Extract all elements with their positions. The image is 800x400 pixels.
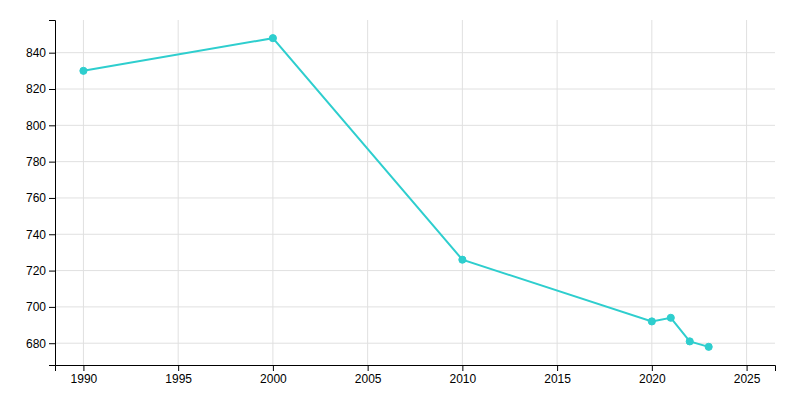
y-tick-mark [49, 162, 55, 163]
x-tick-label: 2020 [639, 372, 666, 386]
x-grid-line [557, 20, 558, 365]
x-tick: 2020 [639, 365, 666, 386]
x-grid-line [272, 20, 273, 365]
y-tick: 820 [26, 82, 55, 96]
x-grid-line [367, 20, 368, 365]
x-tick: 2010 [450, 365, 477, 386]
y-tick-label: 680 [26, 337, 46, 351]
y-tick: 760 [26, 191, 55, 205]
y-grid-line [55, 161, 775, 162]
x-tick-mark [557, 365, 558, 371]
point [667, 314, 674, 321]
y-tick: 800 [26, 119, 55, 133]
x-tick: 2005 [355, 365, 382, 386]
x-tick-label: 2000 [260, 372, 287, 386]
y-tick: 680 [26, 337, 55, 351]
y-tick-label: 700 [26, 300, 46, 314]
y-tick: 700 [26, 300, 55, 314]
x-grid-line [651, 20, 652, 365]
point [648, 318, 655, 325]
y-axis: 680 700 720 740 760 780 800 820 840 [26, 21, 56, 366]
x-tick: 2015 [544, 365, 571, 386]
y-grid-line [55, 89, 775, 90]
x-tick-mark [83, 365, 84, 371]
y-tick-mark [49, 234, 55, 235]
x-tick-mark [652, 365, 653, 371]
y-axis-line [49, 21, 56, 366]
marks [80, 35, 712, 351]
y-tick-label: 840 [26, 46, 46, 60]
x-tick-mark [462, 365, 463, 371]
x-grid-line [462, 20, 463, 365]
y-tick-mark [49, 198, 55, 199]
x-grid-line [178, 20, 179, 365]
plot: 1990 1995 2000 2005 2010 2015 2020 2025 680 700 72… [26, 20, 776, 386]
y-tick-label: 780 [26, 155, 46, 169]
x-tick-mark [747, 365, 748, 371]
y-tick-mark [49, 53, 55, 54]
x-tick-mark [273, 365, 274, 371]
x-tick: 1995 [165, 365, 192, 386]
y-tick: 780 [26, 155, 55, 169]
line [83, 38, 708, 347]
point [686, 338, 693, 345]
y-grid-line [55, 234, 775, 235]
y-tick-mark [49, 125, 55, 126]
y-tick: 740 [26, 228, 55, 242]
y-tick-mark [49, 271, 55, 272]
y-tick-label: 820 [26, 82, 46, 96]
grid [55, 20, 775, 365]
chart: 1990 1995 2000 2005 2010 2015 2020 2025 680 700 72… [0, 0, 800, 400]
point [269, 35, 276, 42]
y-tick-mark [49, 89, 55, 90]
y-tick-label: 760 [26, 191, 46, 205]
y-grid-line [55, 306, 775, 307]
x-tick: 2025 [734, 365, 761, 386]
x-axis: 1990 1995 2000 2005 2010 2015 2020 2025 [56, 365, 776, 386]
x-tick-mark [368, 365, 369, 371]
y-tick-mark [49, 343, 55, 344]
y-tick-mark [49, 307, 55, 308]
y-tick-label: 740 [26, 228, 46, 242]
x-tick: 1990 [71, 365, 98, 386]
x-grid-line [746, 20, 747, 365]
point [80, 67, 87, 74]
x-tick-label: 2010 [450, 372, 477, 386]
x-tick-mark [178, 365, 179, 371]
y-tick-label: 720 [26, 264, 46, 278]
x-axis-line [56, 366, 776, 372]
y-tick: 720 [26, 264, 55, 278]
y-grid-line [55, 270, 775, 271]
y-grid-line [55, 52, 775, 53]
x-tick-label: 2005 [355, 372, 382, 386]
point [705, 343, 712, 350]
y-grid-line [55, 343, 775, 344]
point [459, 256, 466, 263]
y-tick-label: 800 [26, 119, 46, 133]
x-tick-label: 1995 [165, 372, 192, 386]
x-tick-label: 1990 [71, 372, 98, 386]
x-tick-label: 2025 [734, 372, 761, 386]
x-tick-label: 2015 [544, 372, 571, 386]
y-tick: 840 [26, 46, 55, 60]
x-tick: 2000 [260, 365, 287, 386]
y-grid-line [55, 197, 775, 198]
y-grid-line [55, 125, 775, 126]
